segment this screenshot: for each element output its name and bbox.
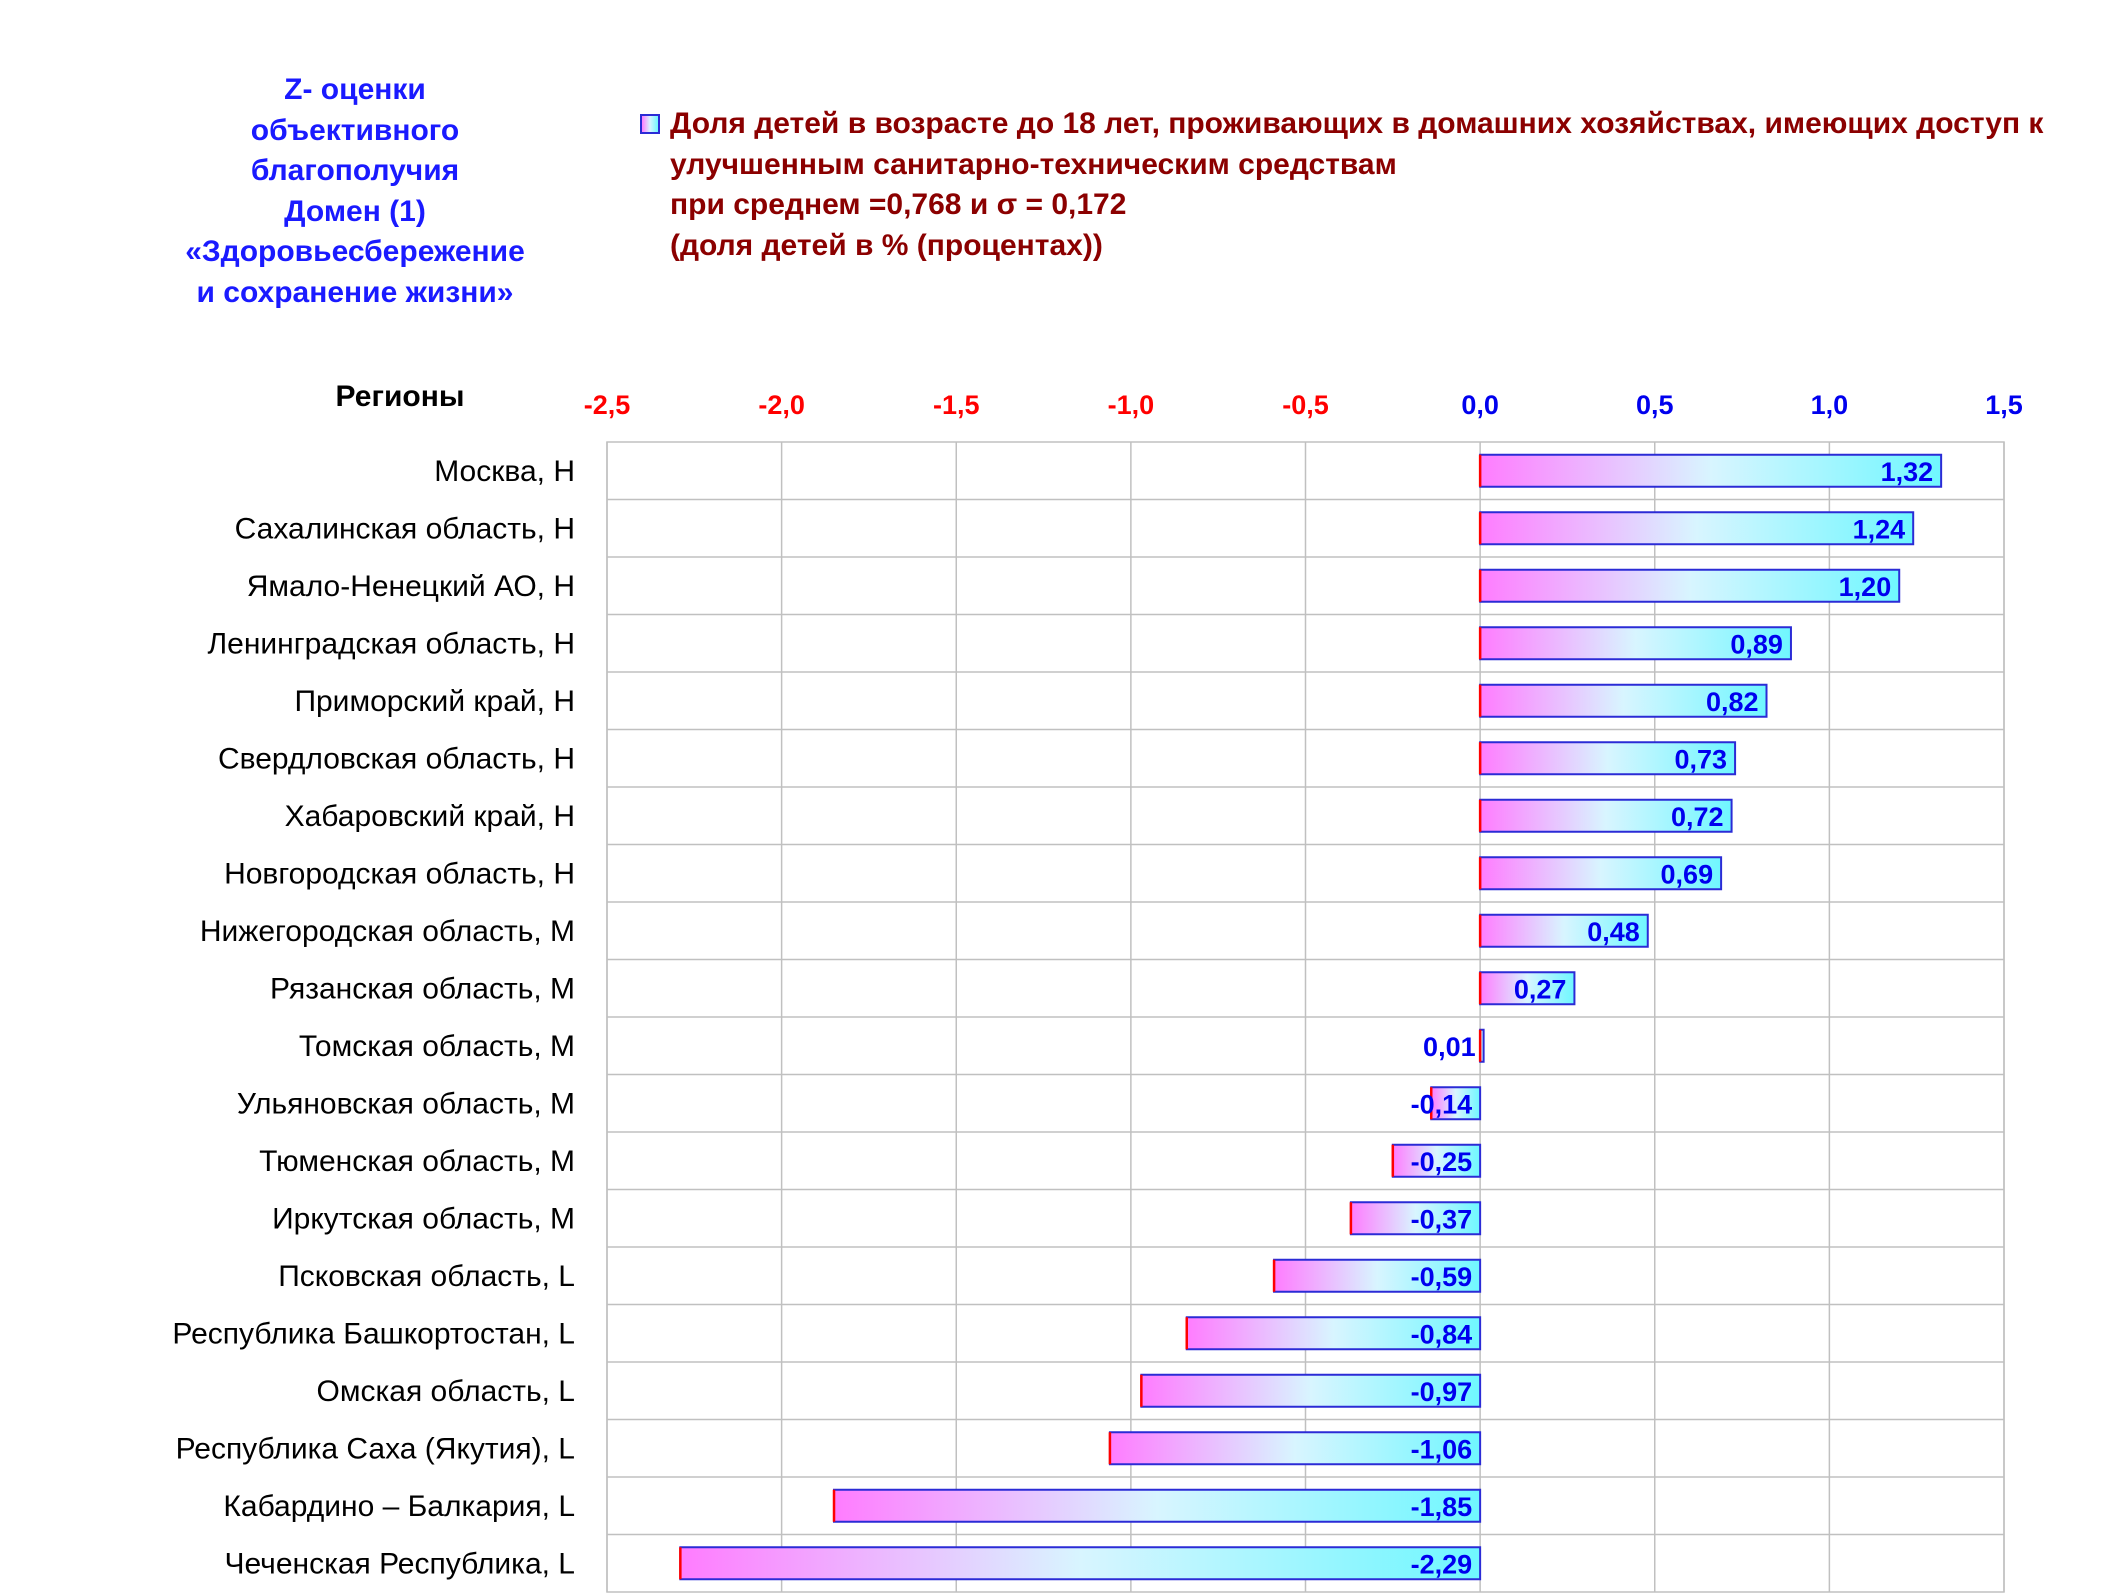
category-axis-header: Регионы	[336, 380, 465, 413]
category-label: Приморский край, Н	[294, 685, 575, 718]
bar	[1479, 798, 1733, 833]
gridlines	[606, 441, 2005, 1593]
value-label: 0,27	[1514, 974, 1567, 1004]
category-label: Рязанская область, М	[270, 972, 575, 1005]
category-label: Кабардино – Балкария, L	[223, 1490, 575, 1523]
x-tick-label: 1,0	[1811, 390, 1849, 420]
category-label: Республика Саха (Якутия), L	[176, 1432, 575, 1465]
category-label: Псковская область, L	[278, 1260, 575, 1293]
value-label: 0,69	[1661, 859, 1714, 889]
value-label: 0,82	[1706, 687, 1759, 717]
category-label: Сахалинская область, Н	[235, 512, 575, 545]
category-label: Нижегородская область, М	[200, 915, 575, 948]
value-label: -0,97	[1411, 1377, 1473, 1407]
bar	[1479, 511, 1915, 546]
legend-text: Доля детей в возрасте до 18 лет, прожива…	[670, 104, 2110, 266]
bar	[833, 1488, 1482, 1523]
value-label: -0,59	[1411, 1262, 1473, 1292]
category-label: Ленинградская область, Н	[207, 627, 575, 660]
category-label: Республика Башкортостан, L	[172, 1317, 575, 1350]
category-label: Свердловская область, Н	[218, 742, 575, 775]
legend-line: Доля детей в возрасте до 18 лет, прожива…	[670, 107, 2044, 140]
bar	[1479, 453, 1943, 488]
value-label: -0,25	[1411, 1147, 1473, 1177]
value-label: 0,89	[1730, 629, 1783, 659]
x-tick-label: -1,5	[933, 390, 980, 420]
value-label: -0,84	[1411, 1319, 1473, 1349]
bars	[679, 453, 1943, 1581]
x-tick-label: -2,5	[584, 390, 631, 420]
category-label: Хабаровский край, Н	[285, 800, 575, 833]
category-label: Чеченская Республика, L	[225, 1547, 576, 1580]
side-title-line: объективного	[250, 113, 460, 147]
category-label: Тюменская область, М	[259, 1145, 575, 1178]
value-label: -1,06	[1411, 1434, 1473, 1464]
x-axis-ticks: -2,5 -2,0 -1,5 -1,0 -0,5 0,0 0,5 1,0 1,5	[584, 390, 2023, 420]
side-title-line: Домен (1)	[284, 194, 426, 228]
value-label: 0,01	[1423, 1032, 1476, 1062]
value-label: 0,48	[1587, 917, 1640, 947]
bar	[1140, 1373, 1482, 1408]
side-title-line: и сохранение жизни»	[196, 275, 514, 309]
category-label: Ямало-Ненецкий АО, Н	[247, 570, 575, 603]
value-label: 0,73	[1675, 744, 1728, 774]
bar	[1430, 1086, 1482, 1121]
bar	[1108, 1431, 1482, 1466]
legend-swatch-icon	[640, 114, 660, 134]
x-tick-label: -0,5	[1282, 390, 1329, 420]
bar	[1479, 626, 1792, 661]
x-tick-label: 0,0	[1461, 390, 1499, 420]
legend-line: при среднем =0,768 и σ = 0,172	[670, 188, 1127, 221]
side-title-line: Z- оценки	[284, 73, 426, 106]
x-tick-label: 0,5	[1636, 390, 1674, 420]
x-tick-label: -2,0	[758, 390, 805, 420]
category-label: Новгородская область, Н	[224, 857, 575, 890]
category-label: Омская область, L	[317, 1375, 575, 1408]
category-labels: Москва, Н Сахалинская область, Н Ямало-Нен…	[172, 455, 575, 1581]
x-tick-label: -1,0	[1108, 390, 1155, 420]
category-label: Ульяновская область, М	[237, 1087, 575, 1120]
value-label: 1,24	[1853, 514, 1906, 544]
legend-line: (доля детей в % (процентах))	[670, 228, 1103, 262]
bar	[1479, 568, 1901, 603]
bar	[1185, 1316, 1482, 1351]
side-title-line: «Здоровьесбережение	[185, 235, 525, 268]
value-label: -2,29	[1411, 1549, 1473, 1579]
value-label: -0,37	[1411, 1204, 1473, 1234]
legend-line: улучшенным санитарно-техническим средств…	[670, 147, 1397, 181]
value-label: 1,20	[1839, 572, 1892, 602]
value-label: 0,72	[1671, 802, 1724, 832]
bar	[1479, 683, 1768, 718]
category-label: Томская область, М	[299, 1030, 575, 1063]
side-title-line: благополучия	[250, 154, 460, 187]
value-labels: 1,32 1,24 1,20 0,89 0,82 0,73 0,72 0,69 0,48 0,27…	[1411, 457, 1934, 1580]
value-label: -0,14	[1411, 1089, 1473, 1119]
value-label: -1,85	[1411, 1492, 1473, 1522]
category-label: Москва, Н	[434, 455, 575, 488]
category-label: Иркутская область, М	[272, 1202, 575, 1235]
value-label: 1,32	[1881, 457, 1934, 487]
chart-side-title: Z- оценки объективного благополучия Доме…	[150, 70, 560, 313]
bar	[1349, 1201, 1482, 1236]
x-tick-label: 1,5	[1985, 390, 2023, 420]
bar	[679, 1546, 1482, 1581]
